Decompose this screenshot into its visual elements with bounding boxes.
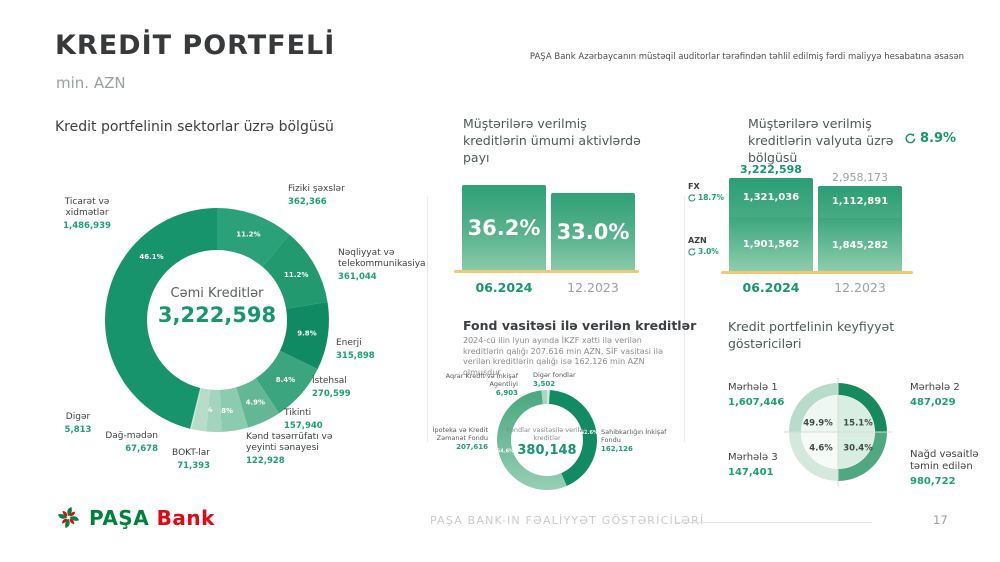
fx-segment-previous: 1,112,891 — [818, 185, 902, 219]
unit-subtitle: min. AZN — [56, 74, 126, 92]
quality-quadrant-chart: 49.9% 15.1% 4.6% 30.4% — [784, 378, 892, 486]
svg-text:11.2%: 11.2% — [284, 271, 308, 279]
fx-legend: FX 18.7% — [688, 182, 725, 202]
fund-center-value: 380,148 — [517, 443, 577, 458]
sector-donut-center: Cəmi Kreditlər 3,222,598 — [152, 286, 282, 327]
refresh-icon — [905, 133, 916, 144]
quality-label-cash: Nağd vəsaitlə təmin edilən 980,722 — [910, 449, 979, 487]
assets-baseline — [454, 270, 639, 273]
assets-bar-current: 36.2% — [462, 185, 546, 271]
currency-baseline — [721, 271, 913, 274]
fund-label-aqrar: Aqrar Kredit və İnkişaf Agentliyi 6,903 — [445, 372, 518, 397]
sector-label-neqliyyat: Nəqliyyat və telekommunikasiya 361,044 — [338, 248, 426, 282]
pasha-bank-pinwheel-icon — [57, 506, 80, 529]
brand-logo: PAŞA Bank — [55, 504, 215, 531]
svg-text:46.1%: 46.1% — [139, 253, 163, 261]
currency-xlabel-current: 06.2024 — [742, 280, 800, 295]
assets-chart-title: Müştərilərə verilmiş kreditlərin ümumi a… — [463, 116, 641, 165]
sector-label-fiziki: Fiziki şəxslər 362,366 — [288, 184, 345, 207]
svg-text:8.4%: 8.4% — [276, 376, 295, 384]
footer-caption: PAŞA BANK-IN FƏALİYYƏT GÖSTƏRİCİLƏRİ — [430, 514, 705, 527]
sector-label-kend: Kənd təsərrüfatı və yeyinti sənayesi 122… — [246, 432, 333, 466]
svg-text:42.6%: 42.6% — [581, 430, 598, 436]
azn-segment-previous: 1,845,282 — [818, 218, 902, 272]
page-number: 17 — [933, 513, 948, 527]
fx-segment-current: 1,321,036 — [729, 178, 813, 217]
svg-text:3.8%: 3.8% — [214, 407, 233, 415]
svg-text:4.9%: 4.9% — [246, 399, 265, 407]
audit-note: PAŞA Bank Azərbaycanın müstəqil auditorl… — [529, 52, 964, 62]
fund-donut-chart: 42.6% 54.6% — [497, 390, 598, 491]
svg-text:54.6%: 54.6% — [497, 449, 514, 455]
donut-center-value: 3,222,598 — [157, 303, 277, 327]
fund-label-diger: Digər fondlar 3,502 — [533, 371, 576, 388]
sector-label-bokt: BOKT-lar 71,393 — [172, 448, 210, 471]
stacked-bar-previous: 1,112,891 1,845,282 — [818, 185, 902, 272]
azn-legend: AZN 3.0% — [688, 236, 719, 256]
quality-chart-title: Kredit portfelinin keyfiyyət göstəricilə… — [728, 319, 895, 351]
svg-text:9.8%: 9.8% — [297, 329, 316, 337]
currency-xlabel-previous: 12.2023 — [834, 280, 886, 295]
currency-chart-title: Müştərilərə verilmiş kreditlərin valyuta… — [748, 116, 894, 165]
refresh-icon — [688, 247, 696, 256]
footer-divider-line — [676, 522, 872, 523]
sector-label-istehsal: İstehsal 270,599 — [312, 376, 351, 399]
sector-label-dag: Dağ-mədən 67,678 — [105, 431, 158, 454]
assets-bar-previous-value: 33.0% — [556, 219, 630, 244]
assets-bar-current-value: 36.2% — [467, 216, 541, 240]
divider-right — [684, 196, 685, 442]
total-change-badge: 8.9% — [905, 131, 956, 146]
quality-label-stage1: Mərhələ 1 1,607,446 — [728, 382, 785, 408]
total-change-value: 8.9% — [920, 131, 957, 146]
divider-left — [427, 196, 428, 442]
assets-xlabel-current: 06.2024 — [475, 280, 533, 295]
sector-label-enerji: Enerji 315,898 — [336, 338, 375, 361]
stacked-bar-current: 1,321,036 1,901,562 — [729, 178, 813, 272]
svg-text:15.1%: 15.1% — [843, 419, 873, 429]
page-title: KREDİT PORTFELİ — [55, 30, 336, 61]
fund-label-sahibkarliq: Sahibkarlığın İnkişaf Fondu 162,126 — [601, 428, 667, 453]
svg-text:49.9%: 49.9% — [803, 419, 833, 429]
fund-center-label: Fondlar vasitəsilə verilən kreditlər — [506, 426, 588, 442]
stacked-total-previous: 2,958,173 — [832, 171, 888, 184]
sector-label-diger: Digər 5,813 — [64, 412, 92, 435]
stacked-total-current: 3,222,598 — [740, 163, 802, 176]
svg-text:11.2%: 11.2% — [236, 231, 260, 239]
assets-bar-previous: 33.0% — [551, 192, 635, 271]
donut-center-label: Cəmi Kreditlər — [170, 286, 264, 301]
quality-label-stage3: Mərhələ 3 147,401 — [728, 452, 778, 478]
sector-chart-title: Kredit portfelinin sektorlar üzrə bölgüs… — [55, 119, 334, 135]
assets-xlabel-previous: 12.2023 — [567, 280, 619, 295]
quality-label-stage2: Mərhələ 2 487,029 — [910, 382, 960, 408]
fund-description: 2024-cü ilin iyun ayında İKZF xətti ilə … — [463, 336, 663, 377]
brand-name: PAŞA Bank — [89, 505, 215, 530]
fund-label-ipoteka: İpoteka və Kredit Zəmanət Fondu 207,616 — [432, 426, 488, 451]
fund-donut-center: Fondlar vasitəsilə verilən kreditlər 380… — [502, 426, 592, 458]
fund-chart-title: Fond vasitəsi ilə verilən kreditlər — [463, 318, 697, 333]
svg-text:30.4%: 30.4% — [843, 444, 873, 454]
sector-donut-chart: 11.2%11.2%9.8%8.4%4.9%3.8%2.2%2.1%0.2%46… — [105, 208, 329, 433]
sector-label-ticaret: Ticarət və xidmətlər 1,486,939 — [63, 197, 111, 231]
azn-segment-current: 1,901,562 — [729, 216, 813, 272]
refresh-icon — [688, 193, 696, 202]
sector-label-tikinti: Tikinti 157,940 — [284, 408, 323, 431]
svg-text:4.6%: 4.6% — [809, 444, 833, 454]
